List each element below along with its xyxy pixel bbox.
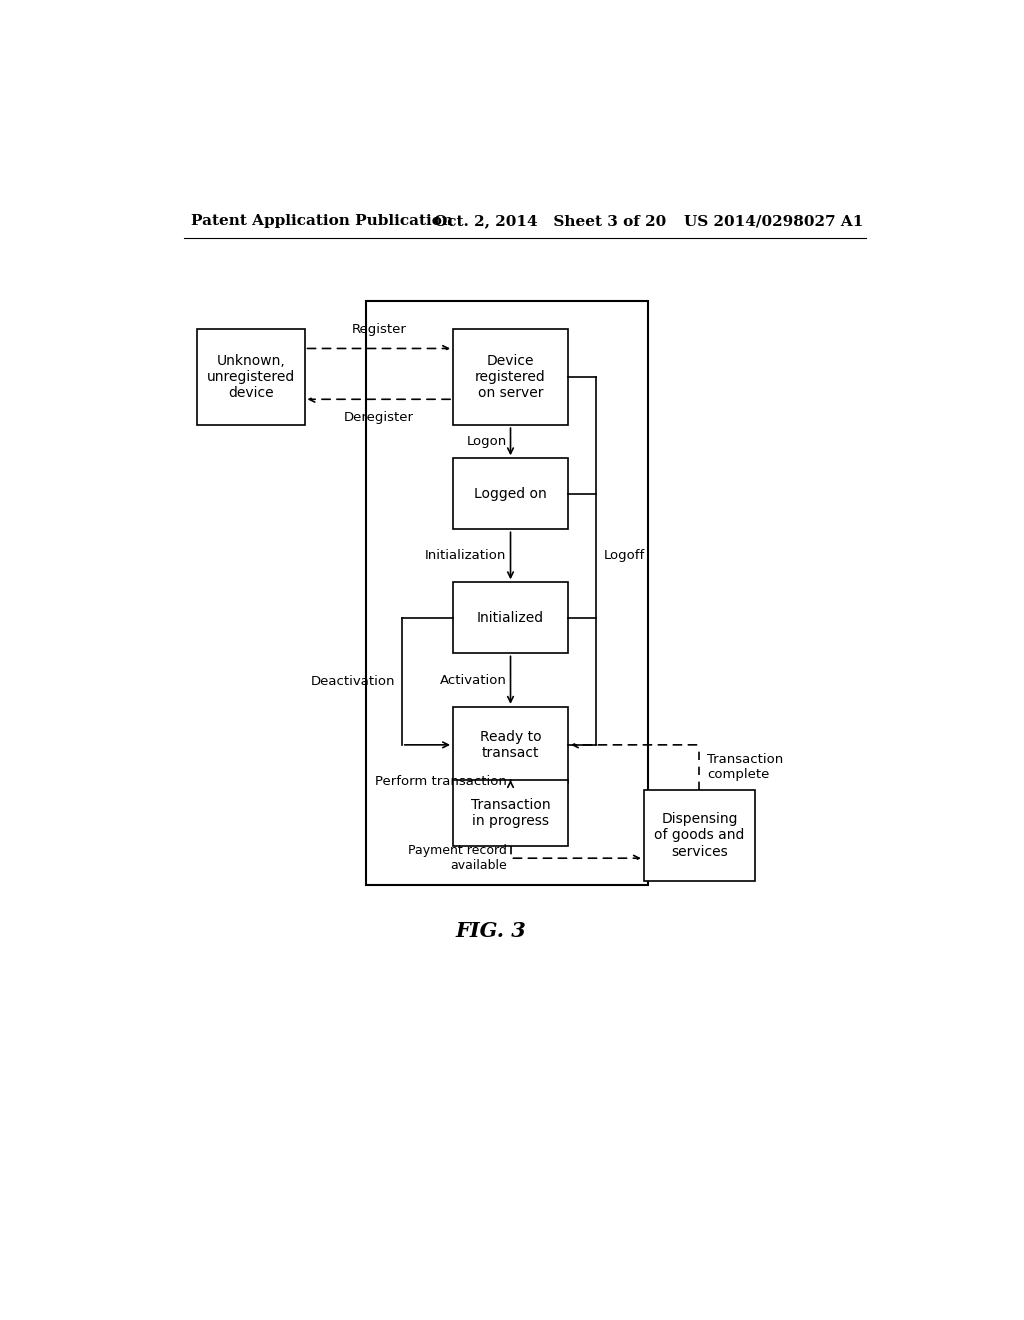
- Text: Dispensing
of goods and
services: Dispensing of goods and services: [654, 812, 744, 858]
- Text: Transaction
in progress: Transaction in progress: [471, 797, 550, 828]
- Text: Logged on: Logged on: [474, 487, 547, 500]
- Bar: [453, 329, 568, 425]
- Bar: [198, 329, 304, 425]
- Text: FIG. 3: FIG. 3: [456, 921, 526, 941]
- Text: Logon: Logon: [466, 436, 507, 449]
- Bar: [453, 780, 568, 846]
- Bar: [644, 789, 755, 880]
- Text: Patent Application Publication: Patent Application Publication: [191, 214, 454, 228]
- Text: Initialized: Initialized: [477, 611, 544, 624]
- Text: Oct. 2, 2014   Sheet 3 of 20: Oct. 2, 2014 Sheet 3 of 20: [433, 214, 666, 228]
- Text: Initialization: Initialization: [425, 549, 507, 562]
- Text: US 2014/0298027 A1: US 2014/0298027 A1: [684, 214, 863, 228]
- Text: Payment record
available: Payment record available: [408, 845, 507, 873]
- Bar: [367, 301, 648, 886]
- Text: Ready to
transact: Ready to transact: [479, 730, 542, 760]
- Text: Activation: Activation: [439, 673, 507, 686]
- Text: Deactivation: Deactivation: [311, 675, 395, 688]
- Text: Deregister: Deregister: [344, 412, 414, 425]
- Bar: [453, 582, 568, 653]
- Text: Transaction
complete: Transaction complete: [708, 754, 783, 781]
- Bar: [453, 458, 568, 529]
- Text: Register: Register: [351, 323, 407, 337]
- Bar: [453, 706, 568, 783]
- Text: Perform transaction: Perform transaction: [375, 775, 507, 788]
- Text: Device
registered
on server: Device registered on server: [475, 354, 546, 400]
- Text: Logoff: Logoff: [604, 549, 645, 562]
- Text: Unknown,
unregistered
device: Unknown, unregistered device: [207, 354, 295, 400]
